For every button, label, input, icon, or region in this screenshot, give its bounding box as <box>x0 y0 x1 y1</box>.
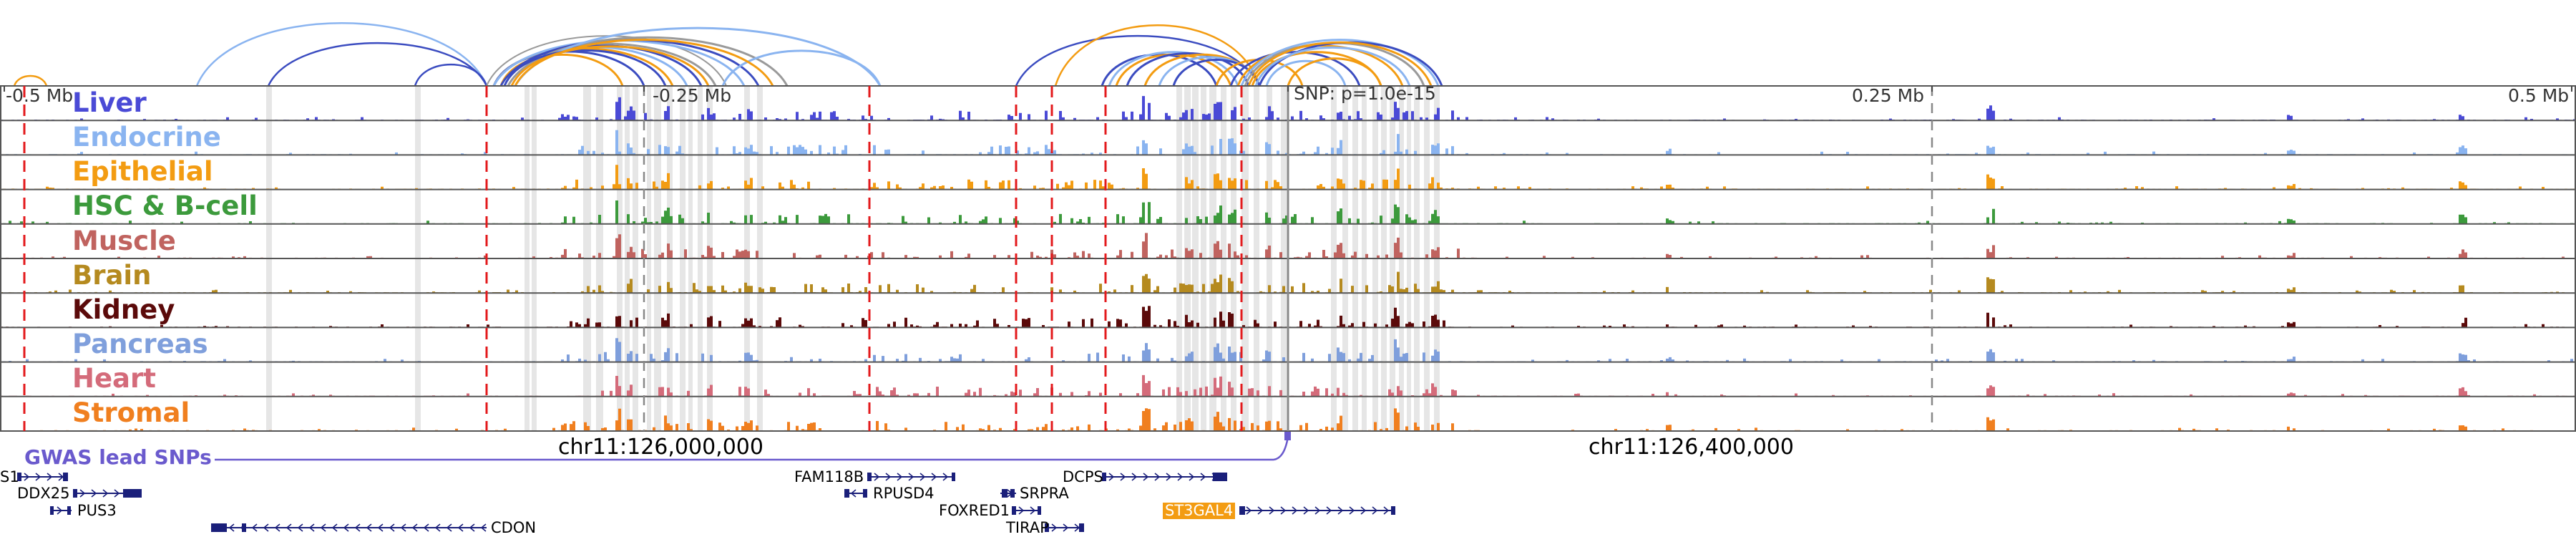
gene-label-pus3: PUS3 <box>77 502 117 519</box>
axis-label-snp: SNP: p=1.0e-15 <box>1294 83 1436 104</box>
coordinate-left: chr11:126,000,000 <box>558 435 763 460</box>
track-signal <box>0 96 2576 121</box>
interaction-arcs <box>13 21 1443 87</box>
gene-label-ddx25: DDX25 <box>17 485 70 502</box>
gene-models <box>17 473 1395 532</box>
interaction-arc <box>510 45 710 87</box>
gene-label-st3gal4: ST3GAL4 <box>1163 503 1236 519</box>
track-label-epithelial: Epithelial <box>72 156 213 187</box>
gwas-snp-marker <box>1284 432 1291 440</box>
gene-label-srpra: SRPRA <box>1020 485 1069 502</box>
gene-model <box>1102 473 1227 481</box>
axis-label-minus-025: -0.25 Mb <box>653 85 732 106</box>
axis-ticks <box>4 86 2572 92</box>
gene-model <box>73 489 142 498</box>
interaction-arc <box>507 36 789 87</box>
gene-model <box>1045 523 1084 532</box>
gene-label-fam118b: FAM118B <box>794 468 864 485</box>
interaction-arc <box>1108 51 1239 87</box>
track-signal <box>0 233 2576 258</box>
track-label-pancreas: Pancreas <box>72 329 208 359</box>
interaction-arc <box>267 42 488 87</box>
marker-lines <box>23 86 1933 431</box>
interaction-arc <box>1247 41 1433 87</box>
gene-label-foxred1: FOXRED1 <box>939 502 1010 519</box>
track-label-hsc-b-cell: HSC & B-cell <box>72 190 258 221</box>
interaction-arc <box>13 74 48 87</box>
gene-model <box>1239 506 1395 515</box>
interaction-arc <box>721 49 882 87</box>
gene-model <box>867 473 955 481</box>
coordinate-right: chr11:126,400,000 <box>1589 435 1794 460</box>
interaction-arc <box>1101 53 1218 87</box>
gene-label-s1: S1 <box>0 468 19 485</box>
gene-model <box>50 506 72 515</box>
interaction-arc <box>1265 59 1347 87</box>
gene-model <box>844 489 867 498</box>
interaction-arc <box>499 53 624 87</box>
axis-label-minus-05: -0.5 Mb <box>6 85 74 106</box>
interaction-arc <box>514 39 774 87</box>
track-label-stromal: Stromal <box>72 397 190 428</box>
track-label-kidney: Kidney <box>72 294 175 325</box>
gwas-track <box>215 432 1291 461</box>
interaction-arc <box>414 64 488 87</box>
axis-label-plus-025: 0.25 Mb <box>1852 85 1925 106</box>
interaction-arc <box>1240 39 1440 87</box>
interaction-arc <box>1054 24 1261 87</box>
track-signal <box>0 200 2576 224</box>
track-label-muscle: Muscle <box>72 226 176 256</box>
track-label-brain: Brain <box>72 260 152 291</box>
gene-model <box>211 523 487 532</box>
track-label-heart: Heart <box>72 363 156 394</box>
gene-model <box>17 473 68 481</box>
interaction-arc <box>195 21 488 87</box>
gene-label-rpusd4: RPUSD4 <box>873 485 935 502</box>
gene-label-dcps: DCPS <box>1063 468 1103 485</box>
track-label-liver: Liver <box>72 87 147 118</box>
gene-label-cdon: CDON <box>491 519 537 536</box>
track-label-endocrine: Endocrine <box>72 122 221 153</box>
interaction-arc <box>503 49 667 87</box>
gene-model <box>1000 489 1016 498</box>
axis-label-plus-05: 0.5 Mb <box>2508 85 2570 106</box>
interaction-arc <box>1287 57 1382 87</box>
interaction-arc <box>1254 46 1411 87</box>
gwas-track-label: GWAS lead SNPs <box>24 445 212 469</box>
gene-label-tirap: TIRAP <box>1006 519 1049 536</box>
gene-model <box>1012 506 1041 515</box>
